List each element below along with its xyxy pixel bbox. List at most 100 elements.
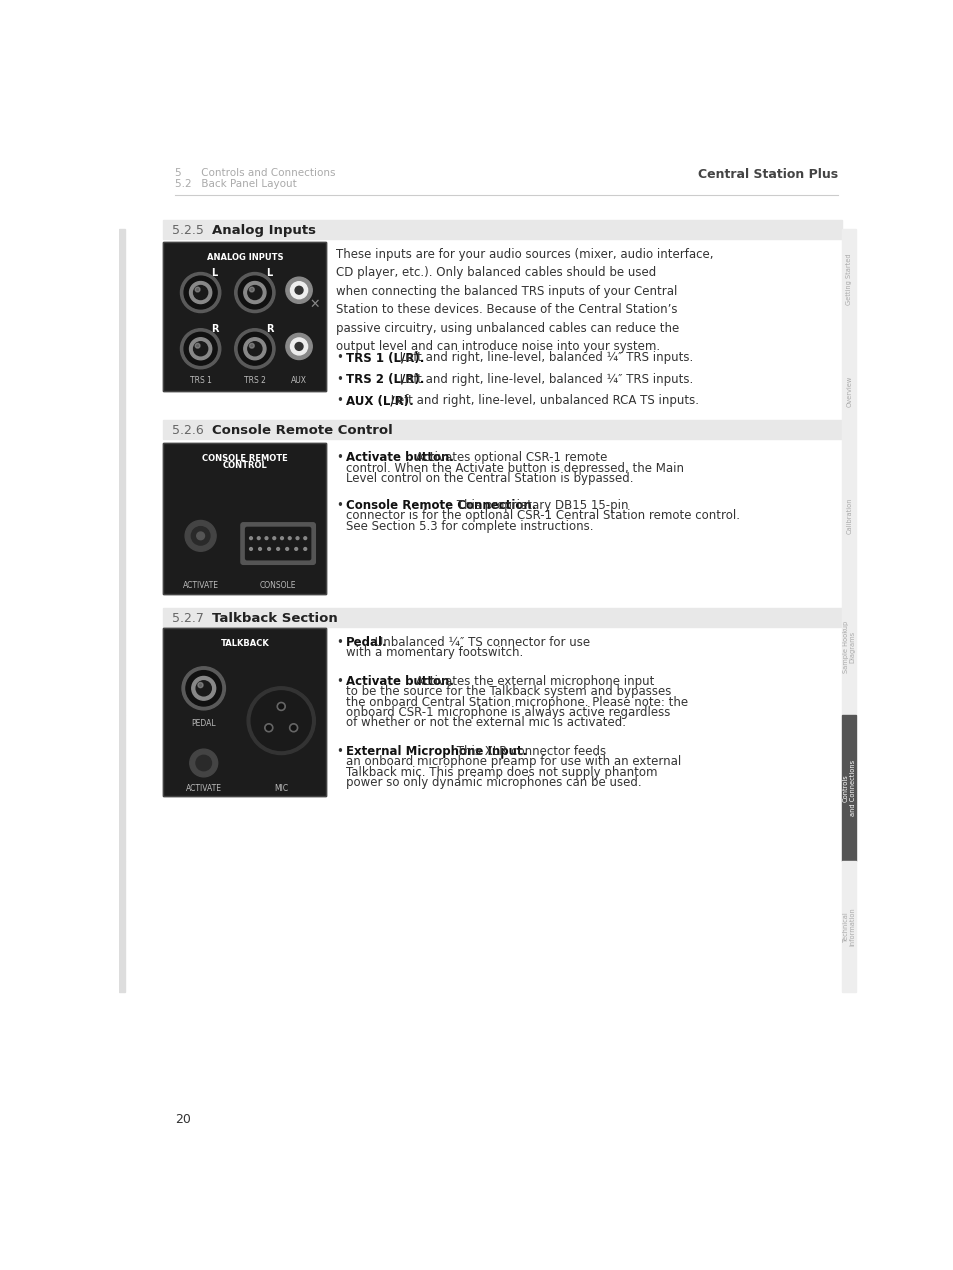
Circle shape xyxy=(280,537,283,540)
Circle shape xyxy=(286,547,288,550)
Text: Activates optional CSR-1 remote: Activates optional CSR-1 remote xyxy=(412,451,607,464)
Circle shape xyxy=(264,724,273,732)
Text: of whether or not the external mic is activated.: of whether or not the external mic is ac… xyxy=(346,716,626,729)
Text: Controls
and Connections: Controls and Connections xyxy=(841,759,855,815)
Text: Activate button.: Activate button. xyxy=(346,451,454,464)
Text: Talkback Section: Talkback Section xyxy=(212,612,337,625)
Text: Console Remote Control: Console Remote Control xyxy=(212,424,393,437)
FancyBboxPatch shape xyxy=(245,527,311,560)
Text: These inputs are for your audio sources (mixer, audio interface,
CD player, etc.: These inputs are for your audio sources … xyxy=(335,248,713,353)
Text: Technical
Information: Technical Information xyxy=(841,907,855,946)
Circle shape xyxy=(273,537,275,540)
Circle shape xyxy=(190,749,217,777)
Text: Console Remote Connection.: Console Remote Connection. xyxy=(346,499,537,512)
Bar xyxy=(163,420,841,439)
Text: •: • xyxy=(335,674,343,688)
Circle shape xyxy=(295,537,298,540)
Text: Unbalanced ¼″ TS connector for use: Unbalanced ¼″ TS connector for use xyxy=(371,636,590,649)
Text: •: • xyxy=(335,372,343,386)
Circle shape xyxy=(278,704,283,709)
Circle shape xyxy=(291,725,295,730)
Text: PEDAL: PEDAL xyxy=(192,719,215,728)
Circle shape xyxy=(266,725,271,730)
Text: ACTIVATE: ACTIVATE xyxy=(182,580,218,589)
Text: TRS 1 (L/R).: TRS 1 (L/R). xyxy=(346,351,424,364)
Text: 5.2.7: 5.2.7 xyxy=(172,612,204,625)
Text: onboard CSR-1 microphone is always active regardless: onboard CSR-1 microphone is always activ… xyxy=(346,706,670,719)
Text: 20: 20 xyxy=(174,1114,191,1126)
Text: ✕: ✕ xyxy=(309,298,319,311)
Circle shape xyxy=(186,671,221,706)
Text: L: L xyxy=(266,268,272,278)
Circle shape xyxy=(196,681,212,696)
Circle shape xyxy=(238,333,271,366)
Circle shape xyxy=(193,286,208,300)
Bar xyxy=(841,329,856,452)
Circle shape xyxy=(294,343,303,351)
Circle shape xyxy=(180,273,220,312)
Text: 5.2   Back Panel Layout: 5.2 Back Panel Layout xyxy=(174,179,296,189)
Bar xyxy=(841,715,856,861)
Text: TRS 2: TRS 2 xyxy=(244,376,266,386)
Circle shape xyxy=(190,338,212,359)
Circle shape xyxy=(192,677,215,700)
Text: CONTROL: CONTROL xyxy=(222,461,267,470)
Circle shape xyxy=(257,537,260,540)
Circle shape xyxy=(294,286,303,295)
Text: to be the source for the Talkback system and bypasses: to be the source for the Talkback system… xyxy=(346,686,671,699)
Text: Analog Inputs: Analog Inputs xyxy=(212,224,315,237)
Circle shape xyxy=(289,724,297,732)
Bar xyxy=(119,230,125,329)
Text: •: • xyxy=(335,636,343,649)
Text: CONSOLE: CONSOLE xyxy=(259,580,296,589)
Circle shape xyxy=(286,277,312,304)
Circle shape xyxy=(294,547,297,550)
Text: R: R xyxy=(212,324,219,334)
Bar xyxy=(841,861,856,992)
Text: Getting Started: Getting Started xyxy=(845,254,851,305)
Text: an onboard microphone preamp for use with an external: an onboard microphone preamp for use wit… xyxy=(346,756,680,768)
Text: Sample Hookup
Diagrams: Sample Hookup Diagrams xyxy=(841,621,855,673)
Text: connector is for the optional CSR-1 Central Station remote control.: connector is for the optional CSR-1 Cent… xyxy=(346,509,740,522)
Text: AUX: AUX xyxy=(291,376,307,386)
Bar xyxy=(163,608,841,626)
Circle shape xyxy=(258,547,261,550)
Circle shape xyxy=(265,537,268,540)
Circle shape xyxy=(244,282,266,304)
Circle shape xyxy=(196,532,204,540)
Circle shape xyxy=(190,282,212,304)
Circle shape xyxy=(250,537,253,540)
Circle shape xyxy=(247,687,315,754)
Circle shape xyxy=(195,343,200,348)
Text: Left and right, line-level, balanced ¼″ TRS inputs.: Left and right, line-level, balanced ¼″ … xyxy=(395,372,692,386)
Bar xyxy=(841,452,856,579)
Text: MIC: MIC xyxy=(274,784,288,792)
Circle shape xyxy=(193,342,208,356)
Text: AUX (L/R).: AUX (L/R). xyxy=(346,394,414,408)
Text: •: • xyxy=(335,451,343,464)
Text: Left and right, line-level, unbalanced RCA TS inputs.: Left and right, line-level, unbalanced R… xyxy=(387,394,699,408)
Circle shape xyxy=(180,329,220,368)
Text: ACTIVATE: ACTIVATE xyxy=(186,784,221,792)
Circle shape xyxy=(250,547,253,550)
Circle shape xyxy=(286,333,312,359)
Circle shape xyxy=(288,537,291,540)
Bar xyxy=(163,243,326,391)
Text: •: • xyxy=(335,351,343,364)
Text: TALKBACK: TALKBACK xyxy=(220,639,269,648)
Bar xyxy=(841,230,856,329)
Text: 5.2.6: 5.2.6 xyxy=(172,424,204,437)
Text: TRS 1: TRS 1 xyxy=(190,376,212,386)
Bar xyxy=(119,579,125,715)
Circle shape xyxy=(251,691,311,751)
Text: Left and right, line-level, balanced ¼″ TRS inputs.: Left and right, line-level, balanced ¼″ … xyxy=(395,351,692,364)
Text: See Section 5.3 for complete instructions.: See Section 5.3 for complete instruction… xyxy=(346,519,593,532)
Text: Central Station Plus: Central Station Plus xyxy=(698,168,838,180)
Bar xyxy=(163,220,841,239)
Text: with a momentary footswitch.: with a momentary footswitch. xyxy=(346,646,523,659)
Circle shape xyxy=(184,276,217,309)
Text: R: R xyxy=(266,324,273,334)
Text: Activate button.: Activate button. xyxy=(346,674,454,688)
Circle shape xyxy=(195,287,200,292)
Circle shape xyxy=(290,338,307,354)
